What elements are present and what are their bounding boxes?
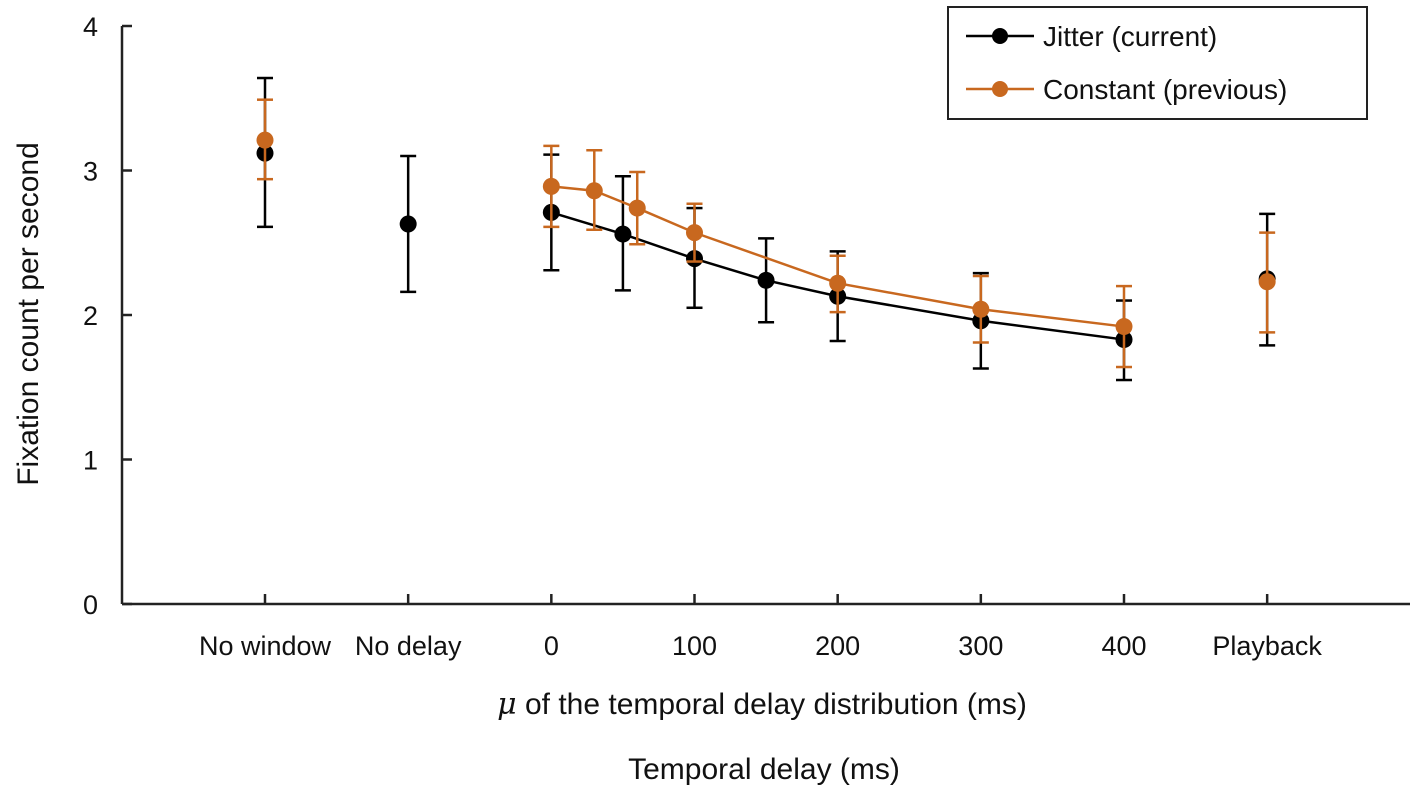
x-tick-label: 100 [672, 631, 717, 661]
data-point [256, 131, 274, 149]
x-tick-label: No delay [355, 631, 462, 661]
y-axis-title: Fixation count per second [12, 142, 45, 486]
data-point [1258, 273, 1276, 291]
data-point [1115, 318, 1133, 336]
data-point [542, 177, 560, 195]
y-tick-label: 3 [83, 157, 98, 187]
legend-label-constant: Constant (previous) [1043, 74, 1287, 105]
y-tick-label: 1 [83, 446, 98, 476]
data-point [614, 225, 632, 243]
data-point [829, 274, 847, 292]
data-point [628, 199, 646, 217]
y-tick-label: 4 [83, 12, 98, 42]
y-ticks: 0 1 2 3 4 [83, 12, 132, 620]
x-tick-label: 300 [958, 631, 1003, 661]
data-point [585, 182, 603, 200]
y-tick-label: 0 [83, 590, 98, 620]
data-point [972, 300, 990, 318]
series-layer [256, 76, 1276, 382]
x-axis-secondary-title: Temporal delay (ms) [628, 753, 900, 786]
x-axis-title-rest: of the temporal delay distribution (ms) [517, 688, 1027, 721]
x-tick-label: Playback [1212, 631, 1322, 661]
x-tick-label: No window [199, 631, 332, 661]
x-ticks: No window No delay 0 100 200 300 400 Playback [199, 594, 1322, 661]
legend-marker-constant [992, 81, 1008, 97]
x-axis-title-mu: μ [497, 687, 517, 722]
y-tick-label: 2 [83, 301, 98, 331]
data-point [757, 271, 775, 289]
x-tick-label: 0 [544, 631, 559, 661]
data-point [399, 215, 417, 233]
data-point [686, 224, 703, 242]
x-tick-label: 400 [1101, 631, 1146, 661]
series-constant [256, 98, 1276, 369]
legend: Jitter (current) Constant (previous) [947, 6, 1368, 120]
x-axis-title: μ of the temporal delay distribution (ms… [497, 687, 1027, 722]
legend-label-jitter: Jitter (current) [1043, 21, 1217, 52]
legend-box [947, 6, 1368, 120]
x-tick-label: 200 [815, 631, 860, 661]
legend-marker-jitter [992, 28, 1008, 44]
